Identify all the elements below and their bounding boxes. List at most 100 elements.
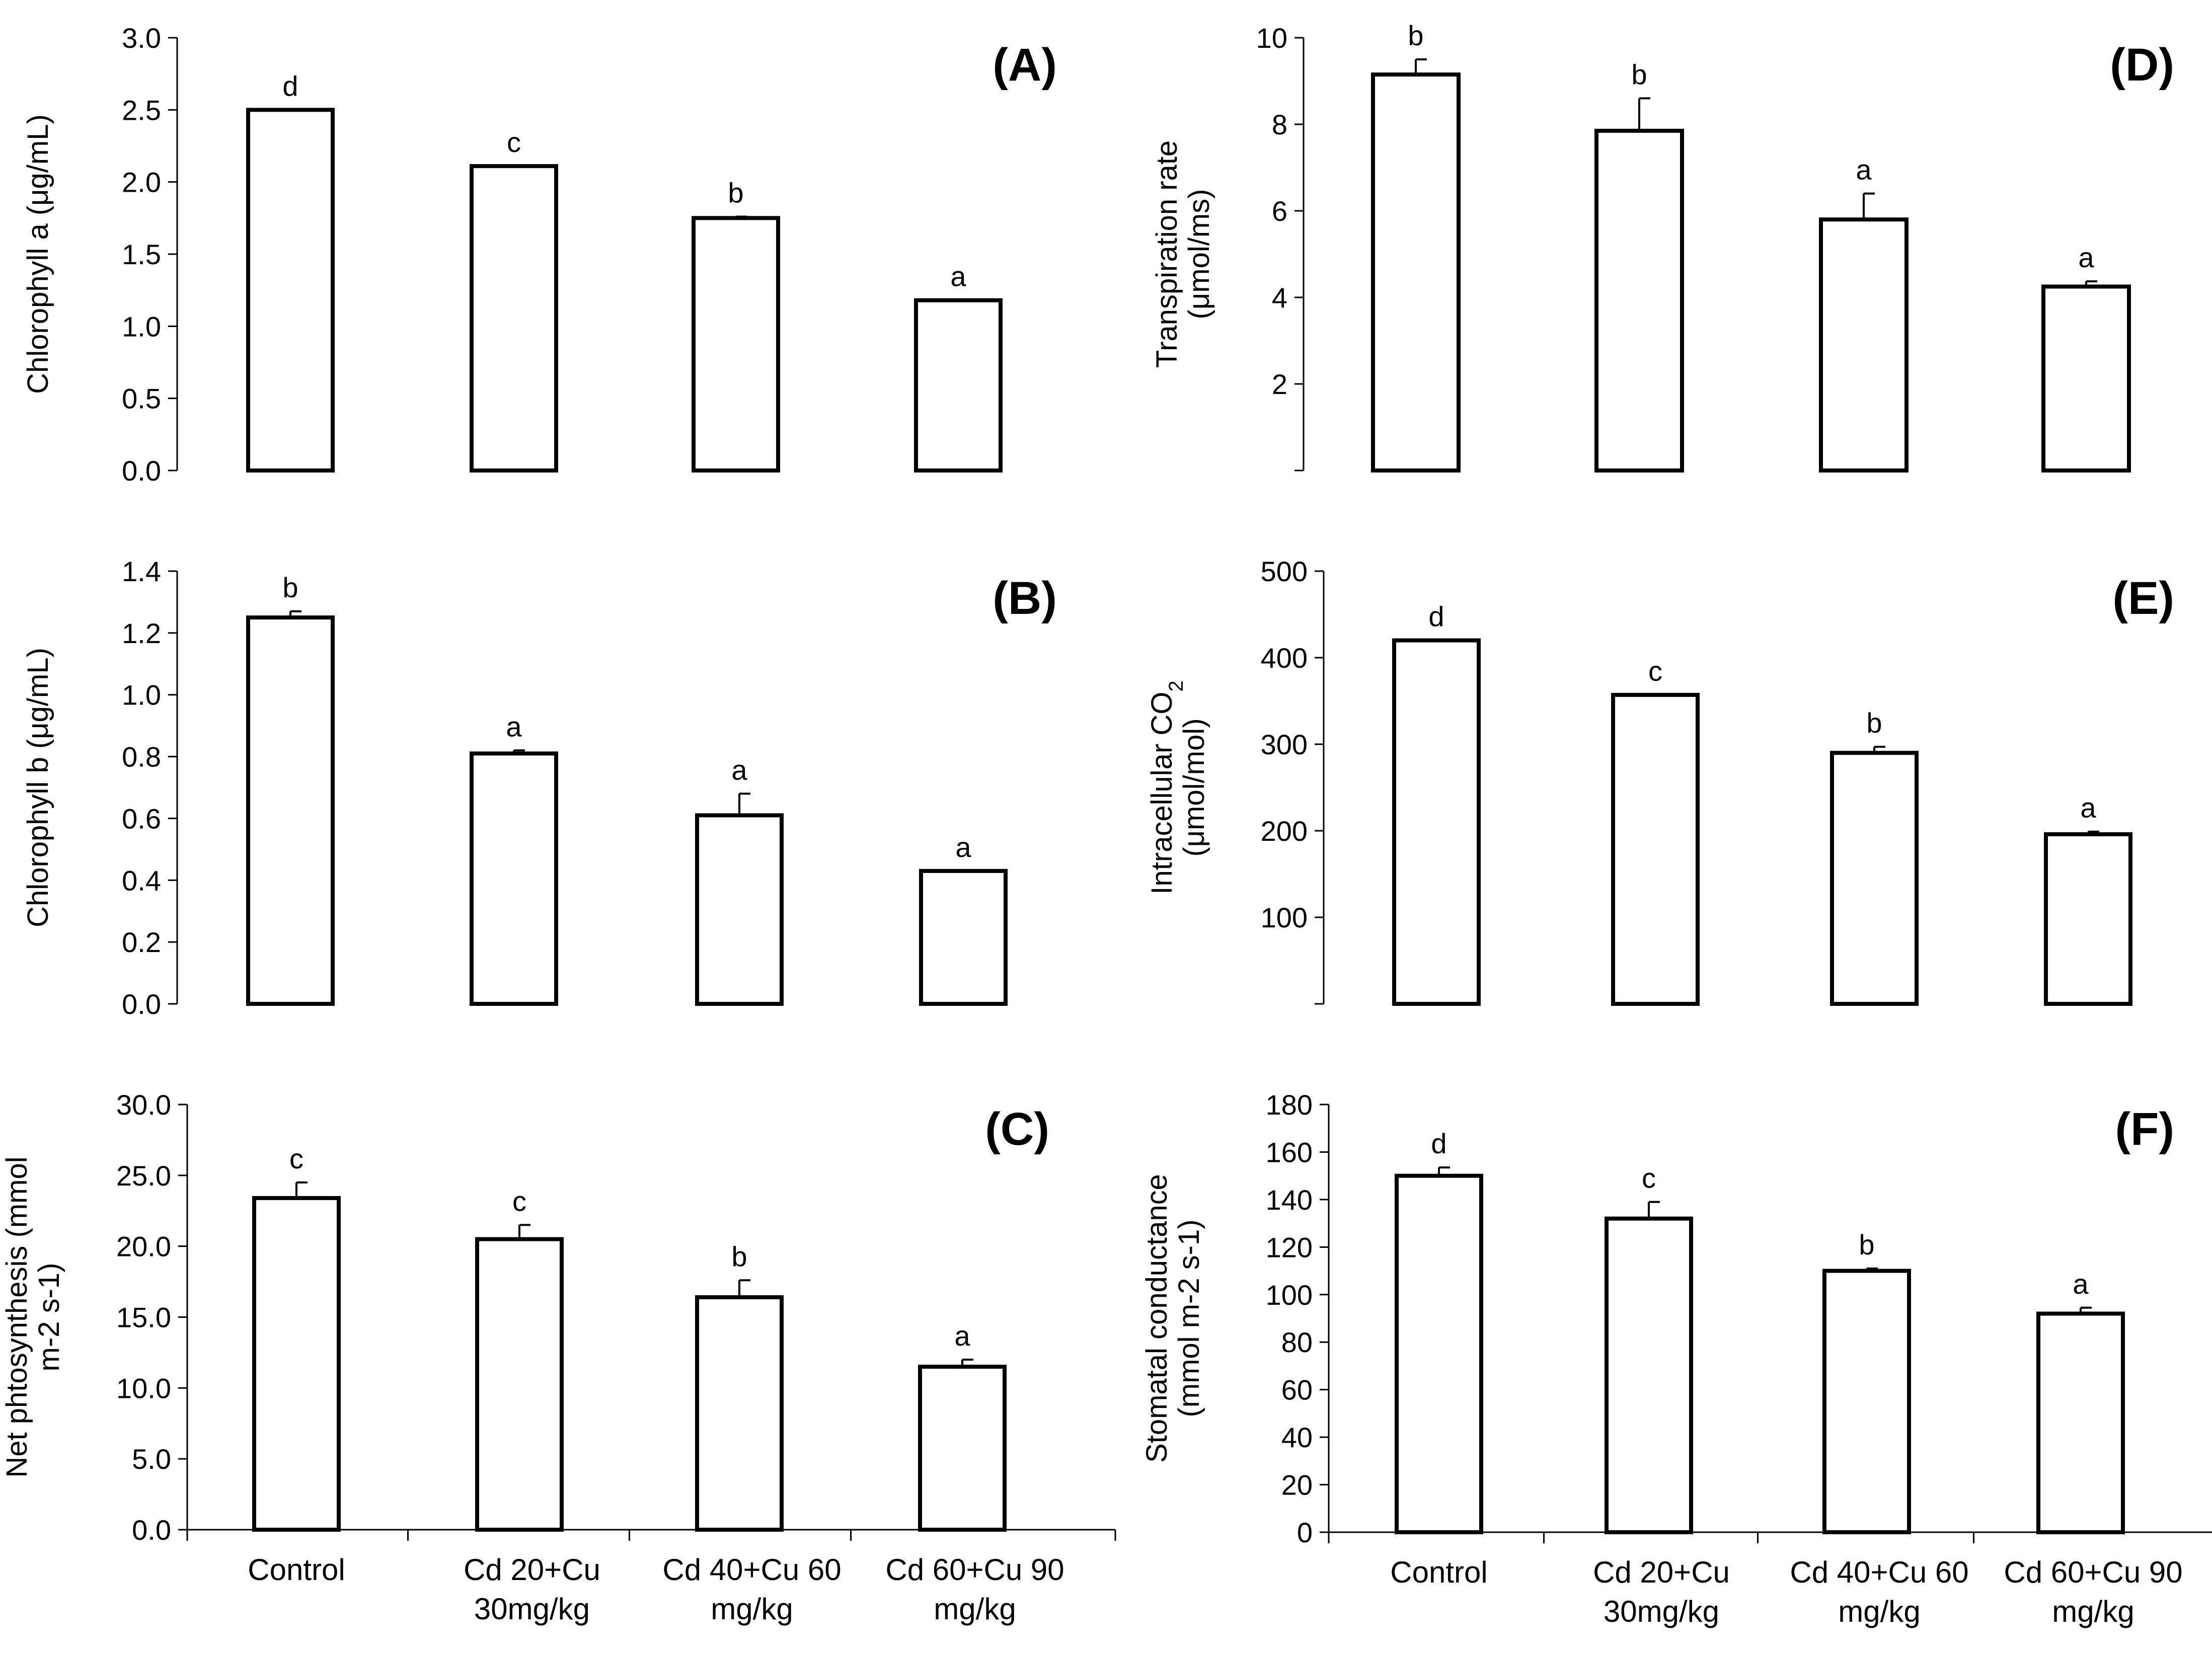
y-tick-label: 40 (1281, 1422, 1313, 1453)
bar (470, 751, 558, 1006)
panel-e: 100 200 300 400 500 d c b a (E) Intracellular CO2(… (1146, 556, 2174, 1006)
category-label: Control (1390, 1555, 1487, 1589)
y-tick-label: 0.6 (122, 803, 161, 834)
y-tick-label: 120 (1266, 1231, 1313, 1263)
y-tick-label: 0.0 (122, 455, 161, 487)
bar (475, 1237, 564, 1532)
y-tick-label: 2 (1272, 368, 1287, 400)
y-tick-label: 140 (1266, 1184, 1313, 1216)
panel-label: (B) (993, 573, 1057, 624)
y-tick-label: 5.0 (132, 1443, 171, 1475)
significance-label: a (2080, 792, 2096, 824)
bar (1830, 751, 1919, 1006)
panel-d: 2 4 6 8 10 b b a a (D) Transpiration rate (μmol/ms) (1151, 20, 2174, 473)
y-tick-label: 1.4 (122, 556, 161, 587)
bar (1605, 1216, 1693, 1535)
y-tick-label: 400 (1261, 642, 1308, 674)
bar (918, 1365, 1007, 1532)
significance-label: b (1408, 20, 1423, 51)
panel-b: 0.0 0.2 0.4 0.6 0.8 1.0 1.2 1.4 b a a a (B) Chlorophy… (22, 556, 1057, 1020)
significance-label: a (731, 754, 747, 785)
panel-label: (C) (985, 1104, 1049, 1155)
significance-label: d (1431, 1128, 1446, 1159)
y-tick-label: 20.0 (116, 1231, 171, 1263)
significance-label: a (2073, 1268, 2089, 1300)
y-tick-label: 6 (1272, 195, 1287, 227)
bar (1594, 128, 1684, 472)
significance-label: a (2078, 242, 2094, 273)
bar (2036, 1311, 2125, 1535)
significance-label: a (1856, 154, 1872, 186)
significance-label: a (950, 261, 966, 292)
y-axis-label: (μmol/ms) (1183, 189, 1215, 320)
y-axis-label: (mmol m-2 s-1) (1173, 1219, 1205, 1417)
category-label: Control (248, 1553, 345, 1587)
bar (1392, 638, 1481, 1006)
y-tick-label: 200 (1261, 815, 1308, 847)
significance-label: c (512, 1185, 526, 1217)
y-tick-label: 1.2 (122, 617, 161, 649)
panel-label: (D) (2110, 39, 2174, 91)
significance-label: c (1648, 655, 1662, 687)
y-tick-label: 100 (1261, 902, 1308, 933)
y-tick-label: 0.0 (132, 1514, 171, 1546)
y-tick-label: 100 (1266, 1279, 1313, 1311)
bar (2044, 832, 2132, 1006)
panel-a: 0.0 0.5 1.0 1.5 2.0 2.5 3.0 d c b a (A) Chlorophyll … (22, 22, 1057, 487)
significance-label: a (506, 711, 522, 742)
y-tick-label: 2.0 (122, 167, 161, 198)
bar (695, 813, 784, 1006)
bar (1819, 217, 1909, 472)
y-axis-label: (μmol/mol) (1178, 718, 1210, 856)
y-tick-label: 0.8 (122, 741, 161, 773)
significance-label: a (954, 1320, 970, 1352)
y-tick-label: 20 (1281, 1469, 1313, 1501)
bar (2041, 284, 2131, 472)
y-tick-label: 8 (1272, 109, 1287, 140)
bar (695, 1295, 784, 1532)
significance-label: b (282, 572, 298, 603)
y-tick-label: 2.5 (122, 94, 161, 126)
bar (914, 298, 1003, 472)
significance-label: b (1631, 58, 1647, 90)
y-tick-label: 0.0 (122, 988, 161, 1020)
panel-label: (F) (2115, 1104, 2174, 1155)
y-axis-label: m-2 s-1) (33, 1263, 65, 1372)
bar (252, 1196, 341, 1532)
y-tick-label: 15.0 (116, 1302, 171, 1333)
y-tick-label: 500 (1261, 556, 1308, 587)
significance-label: c (289, 1143, 303, 1174)
y-tick-label: 1.0 (122, 310, 161, 342)
y-tick-label: 0.2 (122, 926, 161, 958)
significance-label: d (282, 70, 298, 102)
y-tick-label: 0.4 (122, 864, 161, 896)
y-tick-label: 10 (1256, 22, 1287, 54)
y-tick-label: 60 (1281, 1374, 1313, 1406)
significance-label: b (731, 1240, 747, 1272)
y-tick-label: 3.0 (122, 22, 161, 54)
y-tick-label: 0 (1297, 1517, 1313, 1548)
bar (470, 164, 558, 472)
category-label: Cd 60+Cu 90 mg/kg (885, 1553, 1064, 1626)
bar (1395, 1173, 1483, 1535)
y-axis-label: Intracellular CO2 (1146, 680, 1187, 894)
bar (1611, 692, 1700, 1006)
bar (1371, 72, 1461, 473)
y-tick-label: 80 (1281, 1326, 1313, 1358)
category-label: Cd 20+Cu 30mg/kg (1593, 1555, 1730, 1628)
bar (919, 869, 1008, 1006)
y-axis-label: Transpiration rate (1151, 140, 1183, 368)
y-tick-label: 1.0 (122, 679, 161, 711)
panel-label: (E) (2112, 573, 2174, 624)
category-label: Cd 40+Cu 60 mg/kg (1790, 1555, 1968, 1628)
bar (246, 615, 335, 1006)
panel-f: 0 20 40 60 80 100 120 140 160 180 Control Cd 20+Cu 3… (1140, 1089, 2212, 1628)
significance-label: c (1642, 1162, 1656, 1194)
y-axis-label: Net phtosynthesis (mmol (1, 1156, 33, 1477)
y-tick-label: 30.0 (116, 1089, 171, 1121)
category-label: Cd 40+Cu 60 mg/kg (662, 1553, 841, 1626)
bar (246, 108, 335, 473)
y-axis-label: Chlorophyll b (μg/mL) (22, 648, 54, 927)
y-tick-label: 0.5 (122, 383, 161, 415)
